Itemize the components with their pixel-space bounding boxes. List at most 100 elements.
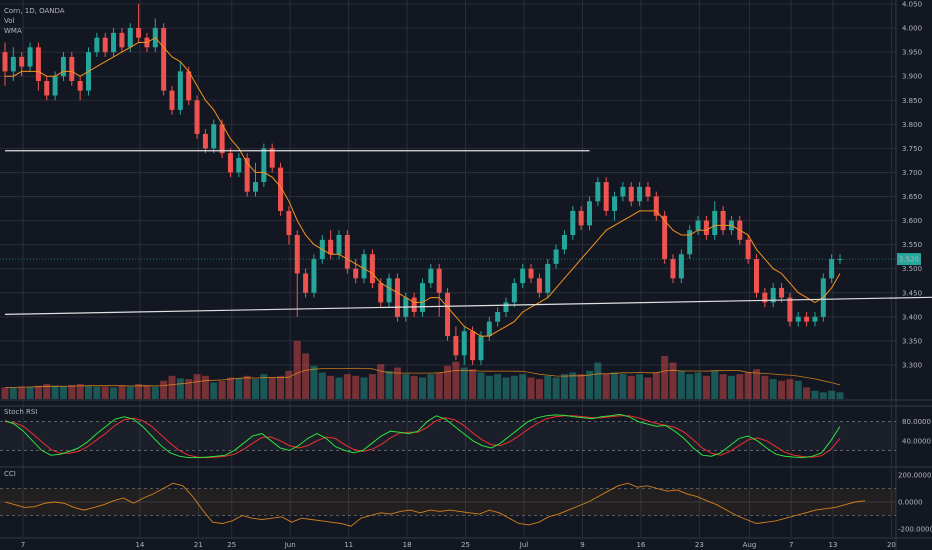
volume-bar [93,386,101,399]
candle-body [35,47,41,81]
candle-body [194,100,200,134]
candle-body [453,336,459,356]
candle-body [770,287,776,303]
volume-bar [636,374,644,399]
volume-bar [435,372,443,399]
volume-bar [243,375,251,399]
volume-bar [352,375,360,399]
candle-body [2,52,8,72]
volume-bar [151,386,159,399]
volume-bar [803,387,811,399]
volume-bar [419,377,426,399]
volume-bar [552,377,560,399]
candle-body [10,56,16,72]
candle-body [445,292,451,337]
last-price-label: 3.520 [899,256,919,264]
candle-body [336,235,342,255]
volume-bar [727,375,735,399]
candle-body [503,302,509,312]
candle-body [620,186,626,197]
stoch-tick-label: 40.0000 [902,437,931,445]
candle-body [436,268,442,293]
candle-body [361,254,367,279]
candle-body [653,196,659,216]
candle-body [804,316,810,322]
volume-bar [9,387,17,399]
volume-bar [34,385,42,399]
time-tick-label: Jun [284,541,296,549]
candle-body [411,297,417,312]
volume-bar [761,375,769,399]
volume-bar [101,386,109,399]
candle-body [77,81,83,91]
volume-bar [711,370,719,399]
time-tick-label: 7 [789,541,793,549]
volume-bar [702,375,710,399]
volume-bar [402,374,410,399]
candle-body [60,56,66,77]
candle-body [369,254,375,284]
candle-body [486,321,492,337]
price-pane [0,4,896,399]
volume-bar [185,379,193,399]
time-tick-label: Aug [743,541,757,549]
volume-bar [510,375,518,399]
cci-tick-label: -200.0000 [898,525,932,533]
volume-bar [602,374,610,399]
time-tick-label: 25 [227,541,236,549]
volume-bar [268,377,276,399]
candle-body [244,158,250,192]
volume-bar [385,370,393,399]
candle-body [561,235,567,250]
candle-body [795,316,801,322]
candle-body [520,268,526,284]
volume-bar [594,362,602,399]
candle-body [136,28,142,38]
volume-bar [252,379,259,399]
volume-bar [627,375,635,399]
volume-bar [544,375,552,399]
stoch-tick-label: 80.0000 [902,418,931,426]
candle-body [628,186,634,202]
time-tick-label: 13 [828,541,837,549]
vol-indicator-label: Vol [4,17,15,25]
volume-bar [828,390,836,399]
candle-body [762,292,768,303]
candle-body [111,32,117,53]
candle-body [177,71,183,110]
volume-bar [360,377,368,399]
volume-bar [535,379,543,399]
candle-body [587,201,592,226]
price-tick-label: 3.800 [902,121,922,129]
volume-bar [619,374,627,399]
volume-bar [661,355,669,399]
time-tick-label: 7 [21,541,25,549]
cci-tick-label: 0.0000 [898,499,923,507]
volume-bar [1,387,9,399]
candle-body [578,210,584,226]
volume-bar [469,369,477,399]
volume-bar [644,377,652,399]
candle-body [678,254,684,279]
volume-bar [293,341,301,399]
volume-bar [427,374,435,399]
volume-bar [318,372,326,399]
price-tick-label: 4.000 [902,25,922,33]
wma-indicator-label: WMA [4,27,22,35]
volume-bar [410,375,418,399]
volume-bar [285,370,293,399]
time-tick-label: 9 [580,541,584,549]
price-tick-label: 3.750 [902,145,922,153]
volume-bar [343,374,351,399]
volume-bar [160,380,168,399]
volume-bar [193,374,201,399]
candle-body [328,239,334,255]
volume-bar [302,353,310,399]
candle-body [161,28,167,91]
volume-bar [201,375,209,399]
volume-bar [577,374,585,399]
candle-body [829,259,835,279]
candle-body [269,148,275,168]
volume-bar [444,365,452,399]
time-tick-label: 18 [403,541,412,549]
